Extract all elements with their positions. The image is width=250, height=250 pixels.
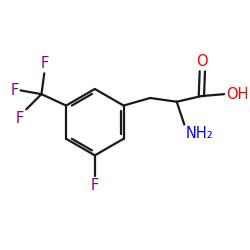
Text: NH₂: NH₂ <box>185 126 213 142</box>
Text: OH: OH <box>226 87 248 102</box>
Text: O: O <box>196 54 208 68</box>
Text: F: F <box>91 178 99 193</box>
Text: F: F <box>40 56 48 72</box>
Text: F: F <box>10 83 19 98</box>
Text: F: F <box>16 111 24 126</box>
